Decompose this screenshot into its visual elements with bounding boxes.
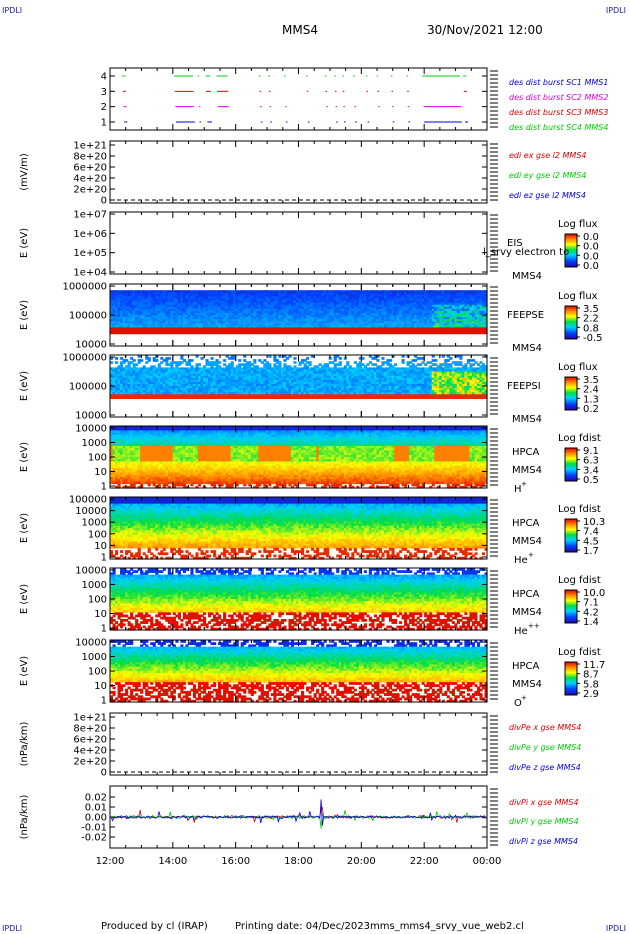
eis-frame <box>110 212 487 274</box>
eis-ytick-label: 1e+06 <box>73 229 107 240</box>
burst-ytick-label: 4 <box>101 72 107 83</box>
burst-ytick-label: 1 <box>101 118 107 129</box>
burst-legend-3: des dist burst SC3 MMS3 <box>509 108 608 117</box>
edi-e-ytick-label: 2e+20 <box>73 185 107 196</box>
edi-e-ytick-label: 0 <box>101 196 107 207</box>
feeps-e-spectrogram <box>110 290 488 334</box>
eis-ytick-label: 1e+05 <box>73 248 107 259</box>
eis-overlay-text: l_srvy electron to <box>483 247 569 258</box>
edi-e-frame <box>110 141 487 203</box>
eis-ylabel: E (eV) <box>19 228 30 258</box>
edi-e-ytick-label: 8e+20 <box>73 152 107 163</box>
edi-e-legend-2: edi ey gse l2 MMS4 <box>509 171 587 180</box>
edi-e-ylabel: (mV/m) <box>19 153 30 191</box>
summary-plot: 4 3 2 1 des dist burst SC1 MMS1 des dist burs… <box>0 0 630 905</box>
corner-label-bottom-left: IPDLI <box>2 924 22 933</box>
edi-e-legend-3: edi ez gse l2 MMS4 <box>509 191 586 200</box>
edi-e-ytick-label: 1e+21 <box>73 141 107 152</box>
burst-frame <box>110 68 487 130</box>
edi-e-ytick-label: 4e+20 <box>73 174 107 185</box>
eis-colorbar-title: Log flux <box>558 219 598 230</box>
corner-label-bottom-right: IPDLI <box>606 924 626 933</box>
eis-colorbar-tick-label: 0.0 <box>583 261 599 272</box>
burst-ytick-label: 3 <box>101 87 107 98</box>
burst-legend-1: des dist burst SC1 MMS1 <box>509 78 608 87</box>
burst-legend-2: des dist burst SC2 MMS2 <box>509 93 608 102</box>
burst-ytick-label: 2 <box>101 102 107 113</box>
edi-e-legend-1: edi ex gse l2 MMS4 <box>509 151 587 160</box>
burst-legend-4: des dist burst SC4 MMS4 <box>509 123 608 132</box>
eis-ytick-label: 1e+07 <box>73 210 107 221</box>
edi-e-ytick-label: 6e+20 <box>73 163 107 174</box>
eis-ytick-label: 1e+04 <box>73 268 107 279</box>
eis-sc-label: MMS4 <box>512 271 542 282</box>
